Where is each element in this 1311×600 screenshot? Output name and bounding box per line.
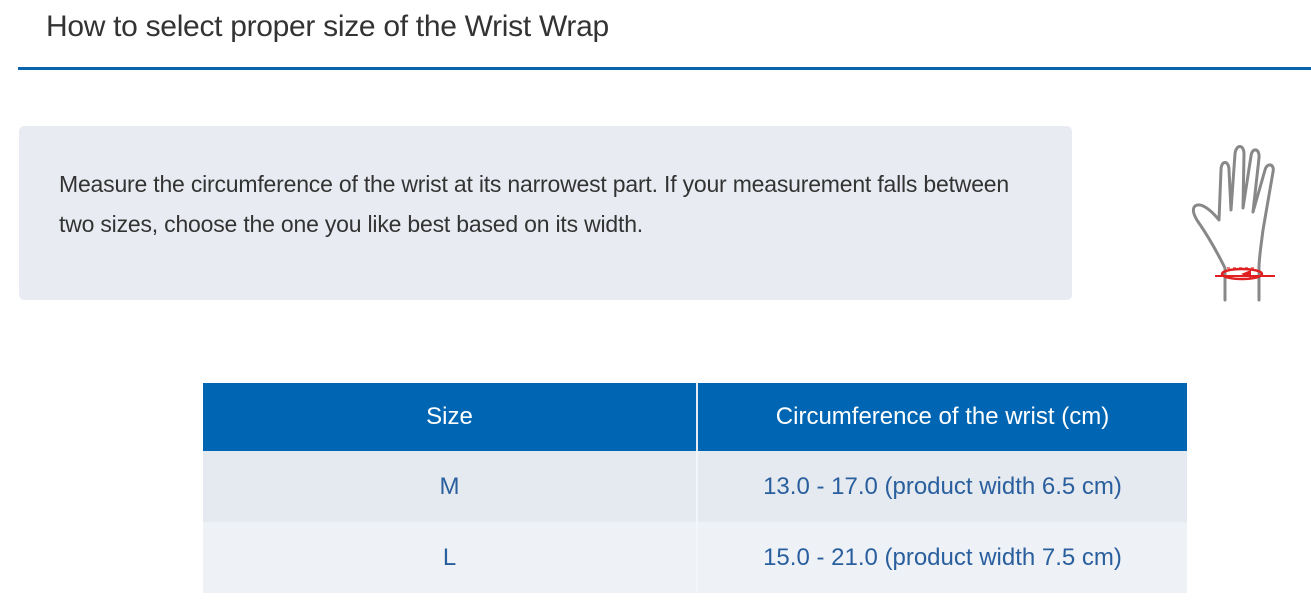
cell-range: 13.0 - 17.0 (product width 6.5 cm) [696, 451, 1187, 522]
header-circumference: Circumference of the wrist (cm) [696, 383, 1187, 451]
cell-size: L [203, 522, 697, 593]
title-divider [18, 67, 1311, 70]
cell-size: M [203, 451, 697, 522]
instructions-box: Measure the circumference of the wrist a… [19, 126, 1072, 300]
page-title: How to select proper size of the Wrist W… [46, 10, 609, 43]
cell-range: 15.0 - 21.0 (product width 7.5 cm) [696, 522, 1187, 593]
instructions-text: Measure the circumference of the wrist a… [59, 171, 1009, 237]
size-table: Size Circumference of the wrist (cm) M 1… [203, 383, 1187, 593]
header-size: Size [203, 383, 697, 451]
table-row: L 15.0 - 21.0 (product width 7.5 cm) [203, 522, 1187, 593]
table-header-row: Size Circumference of the wrist (cm) [203, 383, 1187, 451]
hand-wrist-measurement-icon [1191, 145, 1275, 302]
table-row: M 13.0 - 17.0 (product width 6.5 cm) [203, 451, 1187, 522]
